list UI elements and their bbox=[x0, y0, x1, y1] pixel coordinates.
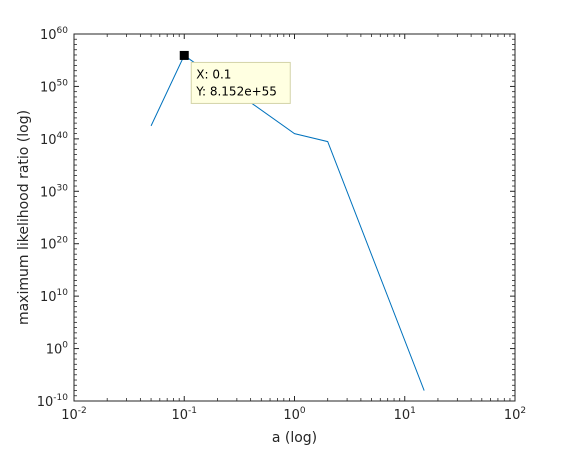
x-tick-base: 10 bbox=[61, 408, 78, 423]
series-line[interactable] bbox=[150, 54, 425, 391]
y-tick-label: 100 bbox=[46, 341, 69, 358]
minor-ticks bbox=[74, 34, 515, 401]
y-tick-base: 10 bbox=[40, 28, 57, 43]
datatip-box bbox=[190, 61, 291, 104]
y-tick-base: 10 bbox=[40, 238, 57, 253]
y-tick-exponent: 30 bbox=[57, 183, 69, 193]
y-tick-label: 10-10 bbox=[37, 393, 69, 410]
y-tick-label: 1040 bbox=[40, 131, 68, 148]
y-axis-label: maximum likelihood ratio (log) bbox=[16, 110, 32, 325]
datatip-layer: X: 0.1 Y: 8.152e+55 bbox=[179, 50, 291, 104]
x-tick-label: 10-1 bbox=[171, 406, 197, 423]
y-tick-base: 10 bbox=[40, 185, 57, 200]
y-tick-label: 1010 bbox=[40, 288, 68, 305]
y-tick-label: 1020 bbox=[40, 236, 68, 253]
y-tick-exponent: -10 bbox=[53, 393, 68, 403]
y-tick-base: 10 bbox=[46, 343, 63, 358]
x-tick-exponent: 0 bbox=[300, 406, 306, 416]
series-layer bbox=[150, 54, 425, 391]
x-tick-base: 10 bbox=[283, 408, 300, 423]
y-tick-exponent: 0 bbox=[62, 341, 68, 351]
datatip-x-text: X: 0.1 bbox=[196, 67, 231, 81]
plot-area[interactable]: X: 0.1 Y: 8.152e+55 bbox=[73, 33, 516, 402]
y-tick-exponent: 50 bbox=[57, 78, 69, 88]
axes-box bbox=[73, 33, 516, 402]
y-tick-exponent: 10 bbox=[57, 288, 69, 298]
x-tick-base: 10 bbox=[171, 408, 188, 423]
y-tick-base: 10 bbox=[40, 290, 57, 305]
x-tick-label: 100 bbox=[283, 406, 306, 423]
x-tick-labels: 10-2 10-1 100 101 102 bbox=[61, 406, 526, 423]
major-ticks bbox=[73, 33, 516, 402]
x-tick-exponent: -1 bbox=[188, 406, 197, 416]
datatip-marker[interactable] bbox=[179, 50, 189, 60]
y-tick-base: 10 bbox=[37, 395, 54, 410]
y-tick-base: 10 bbox=[40, 133, 57, 148]
y-tick-label: 1030 bbox=[40, 183, 68, 200]
x-tick-base: 10 bbox=[394, 408, 411, 423]
y-tick-label: 1060 bbox=[40, 26, 68, 43]
x-tick-label: 101 bbox=[394, 406, 416, 423]
x-tick-label: 10-2 bbox=[61, 406, 87, 423]
x-tick-base: 10 bbox=[504, 408, 521, 423]
y-tick-label: 1050 bbox=[40, 78, 68, 95]
y-tick-exponent: 40 bbox=[57, 131, 69, 141]
y-tick-base: 10 bbox=[40, 80, 57, 95]
x-axis-label: a (log) bbox=[272, 430, 317, 446]
datatip-y-text: Y: 8.152e+55 bbox=[195, 84, 277, 98]
y-tick-exponent: 20 bbox=[57, 236, 69, 246]
x-tick-exponent: -2 bbox=[78, 406, 87, 416]
y-tick-exponent: 60 bbox=[57, 26, 69, 36]
x-tick-exponent: 1 bbox=[410, 406, 416, 416]
x-tick-exponent: 2 bbox=[520, 406, 526, 416]
x-tick-label: 102 bbox=[504, 406, 526, 423]
